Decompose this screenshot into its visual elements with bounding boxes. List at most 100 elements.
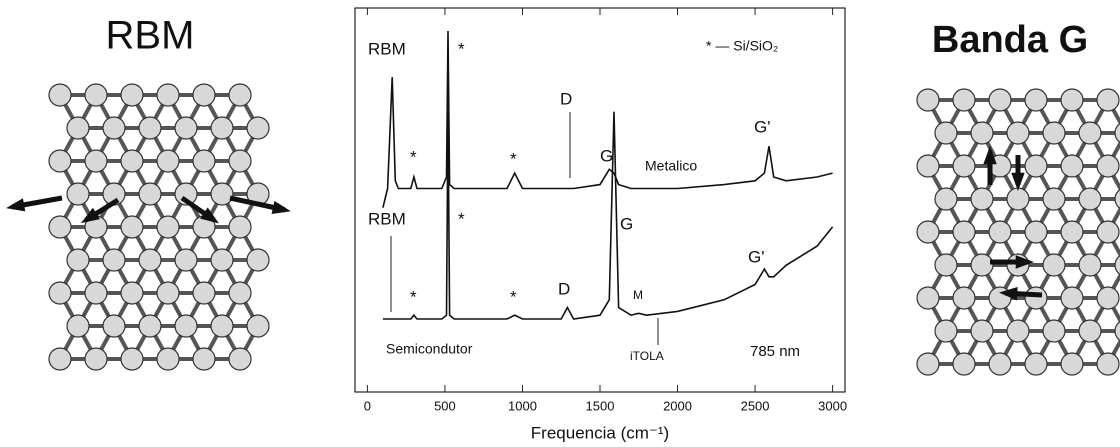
- atom: [210, 314, 234, 338]
- atom: [1024, 352, 1048, 376]
- atom: [1078, 319, 1102, 343]
- atom: [988, 88, 1012, 112]
- atom: [138, 314, 162, 338]
- atom: [102, 116, 126, 140]
- atom: [970, 121, 994, 145]
- atom: [916, 286, 940, 310]
- atom: [1096, 352, 1120, 376]
- annotation: M: [633, 288, 643, 302]
- atom: [246, 314, 270, 338]
- atom: [952, 154, 976, 178]
- atom: [1096, 286, 1120, 310]
- x-tick-label: 0: [364, 398, 371, 413]
- arrow-head: [80, 207, 100, 224]
- atom: [174, 248, 198, 272]
- atom: [1024, 220, 1048, 244]
- atom: [192, 347, 216, 371]
- atom: [66, 314, 90, 338]
- atom: [916, 88, 940, 112]
- arrow-head: [271, 200, 291, 214]
- atom: [48, 281, 72, 305]
- atom: [1042, 319, 1066, 343]
- atom: [156, 215, 180, 239]
- atom: [1006, 187, 1030, 211]
- atom: [156, 281, 180, 305]
- atom: [934, 187, 958, 211]
- atom: [1114, 255, 1120, 275]
- atom: [66, 182, 90, 206]
- atom: [210, 182, 234, 206]
- atom: [66, 248, 90, 272]
- annotation: G': [754, 117, 770, 136]
- atom: [1114, 123, 1120, 143]
- spectrum-line: [382, 111, 834, 320]
- atom: [228, 281, 252, 305]
- atom: [48, 347, 72, 371]
- atom: [916, 154, 940, 178]
- atom: [120, 83, 144, 107]
- atom: [84, 347, 108, 371]
- atom: [952, 352, 976, 376]
- annotation: *: [458, 209, 465, 228]
- atom: [1042, 253, 1066, 277]
- arrow-head: [999, 286, 1018, 301]
- x-tick-label: 1000: [508, 398, 537, 413]
- atom: [210, 116, 234, 140]
- arrow-head: [1015, 255, 1034, 269]
- x-tick-label: 500: [434, 398, 456, 413]
- annotation: D: [558, 279, 570, 298]
- plot: 0 500 1000 1500 2000 2500 3000: [364, 8, 847, 413]
- atom: [192, 83, 216, 107]
- atom: [228, 83, 252, 107]
- atom: [970, 253, 994, 277]
- annotation: D: [560, 89, 572, 108]
- atom: [1060, 352, 1084, 376]
- atom: [120, 281, 144, 305]
- arrow-head: [1011, 172, 1025, 191]
- atom: [174, 116, 198, 140]
- annotation: iTOLA: [630, 349, 664, 363]
- annotation: RBM: [368, 209, 406, 228]
- atom: [138, 182, 162, 206]
- x-tick-label: 3000: [818, 398, 847, 413]
- atom: [228, 149, 252, 173]
- atom: [952, 88, 976, 112]
- annotation: *: [510, 287, 517, 306]
- atom: [1114, 321, 1120, 341]
- atom: [952, 286, 976, 310]
- atom: [156, 149, 180, 173]
- atom: [1096, 88, 1120, 112]
- annotation: *: [410, 147, 417, 166]
- atom: [934, 121, 958, 145]
- atom: [228, 347, 252, 371]
- atom: [1114, 189, 1120, 209]
- atom: [102, 248, 126, 272]
- atom: [1042, 187, 1066, 211]
- annotation: G: [600, 146, 613, 165]
- atom: [1096, 154, 1120, 178]
- atom: [48, 215, 72, 239]
- atom: [48, 83, 72, 107]
- right-title: Banda G: [932, 19, 1088, 61]
- atom: [1024, 88, 1048, 112]
- series-label: Semicondutor: [386, 341, 473, 357]
- annotation: *: [410, 287, 417, 306]
- atom: [210, 248, 234, 272]
- annotation: RBM: [368, 39, 406, 58]
- arrow-head: [983, 146, 997, 165]
- atom: [246, 248, 270, 272]
- atom: [1060, 220, 1084, 244]
- atom: [84, 149, 108, 173]
- atom: [1042, 121, 1066, 145]
- atom: [120, 215, 144, 239]
- atom: [970, 319, 994, 343]
- atom: [988, 220, 1012, 244]
- atom: [1006, 319, 1030, 343]
- annotation: 785 nm: [750, 343, 800, 360]
- atom: [66, 116, 90, 140]
- atom: [228, 215, 252, 239]
- plot-frame: [354, 7, 846, 393]
- atom: [102, 314, 126, 338]
- annotation: G': [748, 247, 764, 266]
